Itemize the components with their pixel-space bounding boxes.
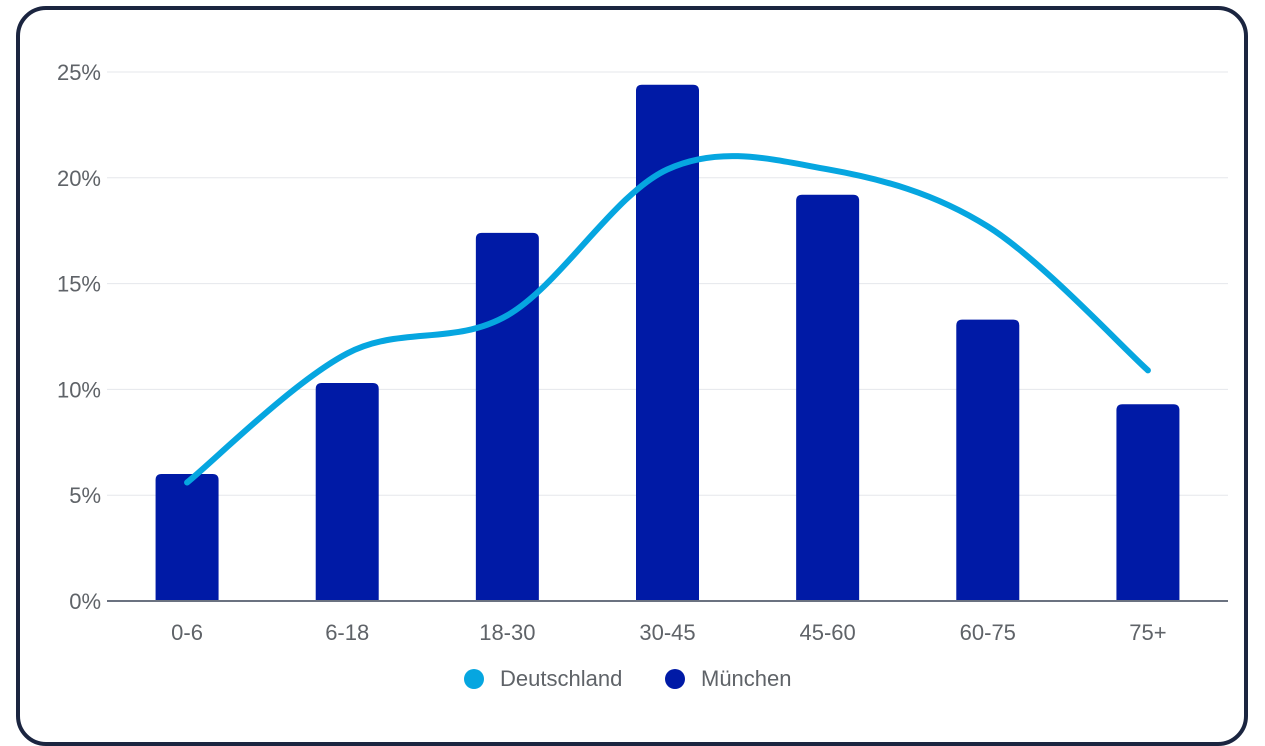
y-tick-label: 0% [69, 589, 101, 614]
y-tick-label: 20% [57, 166, 101, 191]
bar-muenchen [796, 194, 860, 601]
legend-marker-muenchen [665, 669, 685, 689]
bar-muenchen [956, 319, 1020, 601]
x-tick-label: 75+ [1129, 620, 1166, 645]
legend-label-muenchen: München [701, 666, 792, 691]
x-tick-label: 6-18 [325, 620, 369, 645]
x-tick-label: 60-75 [960, 620, 1016, 645]
legend-label-deutschland: Deutschland [500, 666, 622, 691]
y-tick-label: 10% [57, 377, 101, 402]
bars-muenchen [155, 84, 1180, 602]
x-tick-label: 18-30 [479, 620, 535, 645]
chart: 0% 5% 10% 15% 20% 25% 0-6 6-18 18-30 30-… [57, 60, 1228, 691]
bar-muenchen [1116, 404, 1180, 601]
bar-muenchen [315, 383, 379, 601]
legend: Deutschland München [464, 666, 792, 691]
bar-muenchen [636, 84, 699, 602]
x-tick-label: 0-6 [171, 620, 203, 645]
y-tick-label: 25% [57, 60, 101, 85]
bar-muenchen [475, 232, 539, 602]
y-axis: 0% 5% 10% 15% 20% 25% [57, 60, 101, 614]
bar-muenchen [155, 474, 219, 601]
legend-marker-deutschland [464, 669, 484, 689]
y-tick-label: 5% [69, 483, 101, 508]
x-tick-label: 30-45 [639, 620, 695, 645]
x-axis: 0-6 6-18 18-30 30-45 45-60 60-75 75+ [171, 620, 1166, 645]
y-tick-label: 15% [57, 272, 101, 297]
x-tick-label: 45-60 [800, 620, 856, 645]
series-line-deutschland [184, 153, 1151, 486]
chart-frame [16, 6, 1248, 746]
